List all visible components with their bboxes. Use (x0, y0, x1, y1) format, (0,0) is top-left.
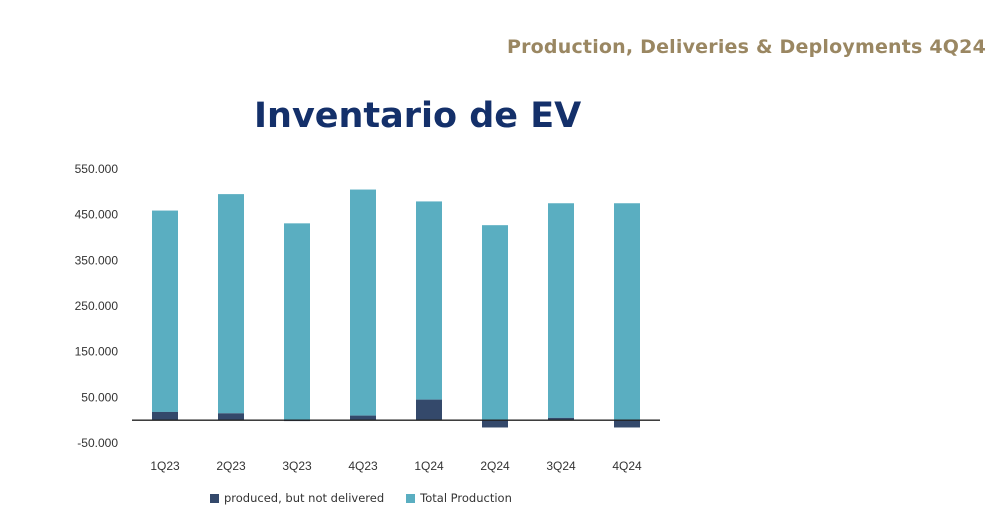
x-tick-label: 2Q23 (216, 459, 246, 473)
y-tick-label: 250.000 (75, 299, 119, 313)
page-header-title: Production, Deliveries & Deployments 4Q2… (506, 36, 986, 58)
bar-not-delivered-4q24 (614, 420, 640, 428)
bar-not-delivered-4q23 (350, 415, 376, 421)
chart-legend: produced, but not delivered Total Produc… (210, 491, 534, 505)
y-tick-label: 50.000 (81, 390, 118, 404)
y-tick-label: -50.000 (77, 436, 118, 450)
bar-not-delivered-1q23 (152, 411, 178, 421)
legend-label-total-production: Total Production (420, 491, 512, 505)
x-tick-label: 3Q23 (282, 459, 312, 473)
bar-total-production-1q23 (152, 210, 178, 412)
legend-swatch-total-production (406, 493, 416, 503)
legend-item-not-delivered: produced, but not delivered (210, 491, 384, 505)
bar-not-delivered-3q24 (548, 417, 574, 421)
bar-total-production-2q23 (218, 194, 244, 414)
x-tick-label: 4Q24 (612, 459, 642, 473)
legend-label-not-delivered: produced, but not delivered (224, 491, 385, 505)
x-tick-label: 2Q24 (480, 459, 510, 473)
x-tick-label: 4Q23 (348, 459, 378, 473)
y-tick-label: 150.000 (75, 345, 119, 359)
bar-total-production-3q24 (548, 203, 574, 418)
bar-total-production-3q23 (284, 223, 310, 421)
bar-not-delivered-2q23 (218, 413, 244, 421)
y-tick-label: 550.000 (75, 162, 119, 176)
bar-total-production-2q24 (482, 225, 508, 421)
x-tick-label: 1Q23 (150, 459, 180, 473)
bar-total-production-4q24 (614, 203, 640, 421)
bar-not-delivered-2q24 (482, 420, 508, 428)
bar-total-production-1q24 (416, 201, 442, 400)
legend-item-total-production: Total Production (406, 491, 512, 505)
legend-swatch-not-delivered (210, 493, 219, 503)
bar-not-delivered-1q24 (416, 399, 442, 421)
x-tick-label: 1Q24 (414, 459, 444, 473)
x-tick-label: 3Q24 (546, 459, 576, 473)
chart-title: Inventario de EV (254, 96, 582, 136)
bar-total-production-4q23 (350, 189, 376, 416)
y-tick-label: 450.000 (75, 208, 119, 222)
y-tick-label: 350.000 (75, 253, 119, 267)
